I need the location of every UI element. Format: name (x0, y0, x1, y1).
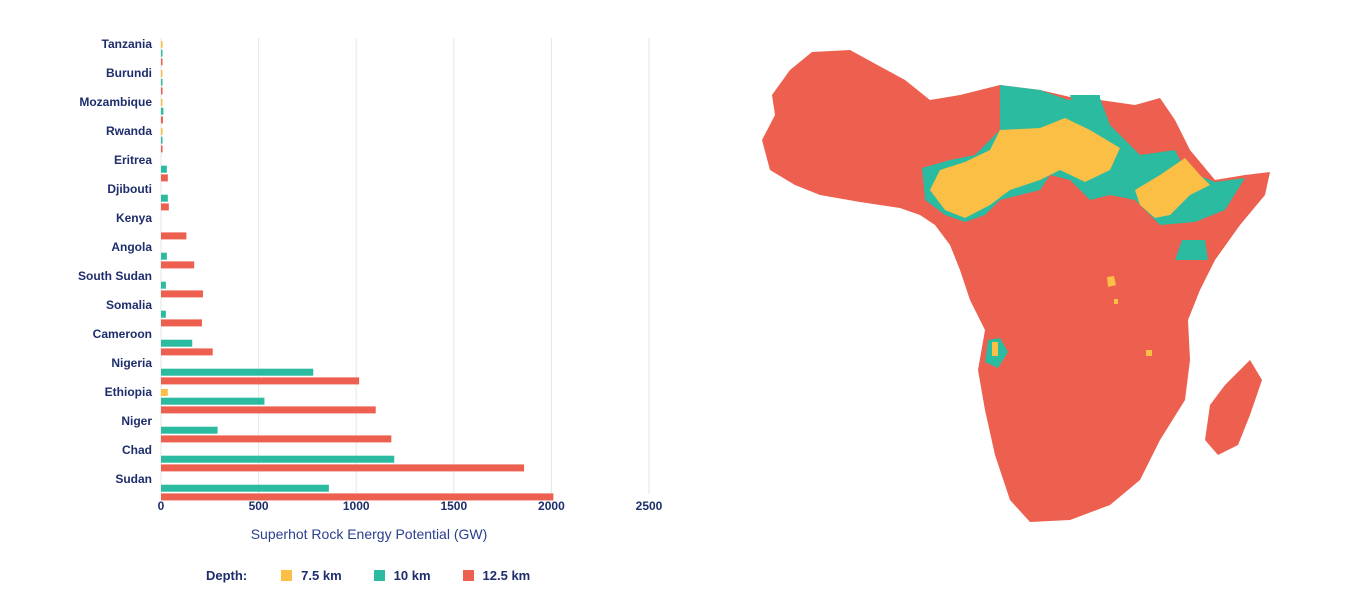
category-label: Ethiopia (105, 385, 153, 399)
legend-title: Depth: (206, 568, 248, 583)
map-region-10km-north (1070, 95, 1100, 112)
category-label: Somalia (106, 298, 152, 312)
map-region-10km-kenya (1175, 240, 1208, 260)
bar (161, 435, 392, 443)
map-region-7-5km-sahel (930, 118, 1120, 218)
bar (161, 58, 163, 66)
bar (161, 203, 169, 211)
bar (161, 252, 167, 260)
category-label: Chad (122, 443, 152, 457)
category-label: Djibouti (107, 182, 152, 196)
legend-swatch-12-5km (462, 570, 474, 581)
category-label: Cameroon (93, 327, 152, 341)
legend-item-12-5km: 12.5 km (462, 568, 531, 583)
x-tick-label: 2500 (636, 499, 663, 513)
gridlines (160, 38, 650, 494)
bar (161, 389, 168, 396)
x-tick-label: 1000 (343, 499, 370, 513)
bar (161, 194, 168, 202)
bar (161, 339, 193, 347)
bar (161, 406, 376, 414)
category-label: Burundi (106, 66, 152, 80)
legend-swatch-10km (373, 570, 385, 581)
category-label: Nigeria (111, 356, 152, 370)
bar (161, 174, 168, 182)
bar (161, 484, 329, 492)
legend-item-10km: 10 km (373, 568, 431, 583)
bar (161, 319, 202, 327)
bar (161, 377, 360, 385)
bar (161, 426, 218, 434)
bar (161, 87, 163, 95)
legend-label-10km: 10 km (393, 568, 431, 583)
bar (161, 281, 166, 289)
category-label: South Sudan (78, 269, 152, 283)
category-label: Sudan (115, 472, 152, 486)
category-label: Rwanda (106, 124, 152, 138)
category-label: Kenya (116, 211, 152, 225)
bar (161, 232, 187, 240)
bar (161, 310, 166, 318)
bar (161, 49, 163, 57)
category-label: Tanzania (102, 37, 153, 51)
bar (161, 493, 554, 501)
legend: Depth: 7.5 km 10 km 12.5 km (206, 568, 562, 583)
x-tick-label: 2000 (538, 499, 565, 513)
legend-swatch-7-5km (281, 570, 293, 581)
bar (161, 290, 203, 298)
bar (161, 41, 163, 48)
bar (161, 136, 163, 144)
legend-item-7-5km: 7.5 km (281, 568, 342, 583)
category-label: Niger (121, 414, 152, 428)
legend-label-12-5km: 12.5 km (482, 568, 531, 583)
category-label: Angola (111, 240, 152, 254)
map-region-7-5km-ethiopia (1135, 158, 1210, 218)
x-axis-title: Superhot Rock Energy Potential (GW) (251, 526, 488, 542)
category-label: Mozambique (79, 95, 152, 109)
bar-chart: Tanzania Burundi Mozambique Rwanda Eritrea Dj… (78, 37, 663, 542)
bar (161, 70, 163, 77)
bar (161, 165, 167, 173)
bar (161, 397, 265, 405)
bar (161, 99, 163, 106)
bar (161, 116, 163, 124)
bar (161, 348, 213, 356)
x-tick-labels: 0 500 1000 1500 2000 2500 (158, 499, 663, 513)
legend-label-7-5km: 7.5 km (301, 568, 342, 583)
bar (161, 128, 163, 135)
category-label: Eritrea (114, 153, 152, 167)
bar (161, 107, 164, 115)
bar (161, 368, 314, 376)
bar (161, 261, 195, 269)
bar (161, 145, 163, 153)
category-labels: Tanzania Burundi Mozambique Rwanda Eritrea Dj… (78, 37, 152, 486)
bars (161, 41, 554, 501)
bar (161, 455, 395, 463)
x-tick-label: 1500 (440, 499, 467, 513)
x-tick-label: 0 (158, 499, 165, 513)
x-tick-label: 500 (249, 499, 269, 513)
africa-map (762, 50, 1270, 522)
bar (161, 78, 163, 86)
bar (161, 464, 525, 472)
map-madagascar (1205, 360, 1262, 455)
